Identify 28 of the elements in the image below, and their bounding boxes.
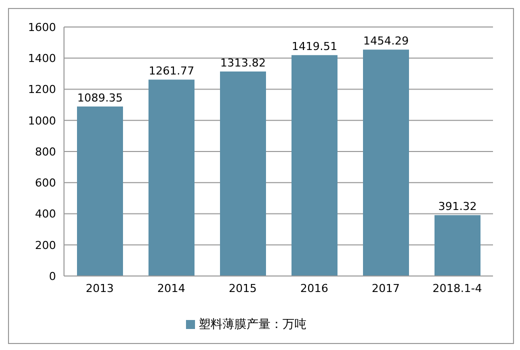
y-tick-label: 0	[49, 270, 56, 283]
bar	[148, 80, 194, 276]
x-tick-label: 2017	[372, 282, 400, 295]
y-tick-label: 600	[35, 176, 56, 190]
y-tick-label: 200	[35, 238, 56, 252]
data-label: 1454.29	[363, 34, 409, 48]
x-tick-label: 2013	[86, 282, 114, 295]
x-tick-label: 2018.1-4	[432, 282, 482, 295]
y-tick-label: 1000	[28, 114, 56, 128]
bar	[434, 215, 480, 276]
x-tick-label: 2014	[157, 282, 186, 295]
data-label: 391.32	[438, 200, 477, 214]
legend-label: 塑料薄膜产量：万吨	[198, 317, 306, 331]
bar	[77, 106, 123, 276]
y-tick-label: 1200	[28, 83, 56, 96]
bar	[363, 50, 409, 276]
y-tick-label: 400	[35, 208, 56, 221]
data-label: 1313.82	[220, 56, 266, 70]
data-label: 1419.51	[292, 40, 338, 54]
bar	[292, 55, 338, 276]
bar	[220, 72, 266, 276]
y-tick-label: 1600	[28, 20, 56, 34]
data-label: 1089.35	[77, 91, 123, 104]
data-label: 1261.77	[148, 64, 194, 78]
x-tick-label: 2016	[300, 282, 328, 295]
y-tick-label: 1400	[28, 52, 56, 66]
x-tick-label: 2015	[228, 282, 257, 295]
y-tick-label: 800	[35, 145, 56, 158]
